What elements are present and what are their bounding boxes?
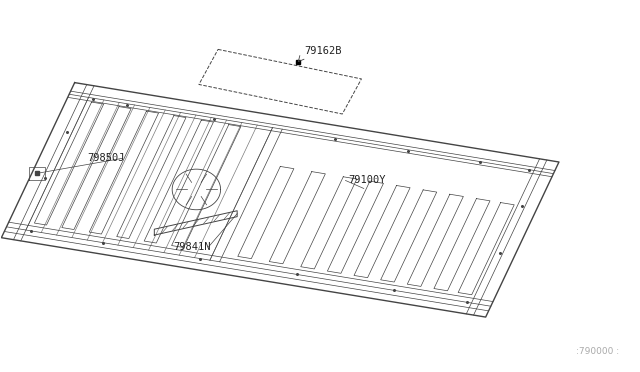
Text: 79100Y: 79100Y	[349, 176, 386, 186]
Text: 79162B: 79162B	[304, 46, 342, 56]
Text: 79850J: 79850J	[88, 153, 125, 163]
Text: 79841N: 79841N	[173, 242, 211, 252]
Text: :790000 :: :790000 :	[577, 347, 620, 356]
